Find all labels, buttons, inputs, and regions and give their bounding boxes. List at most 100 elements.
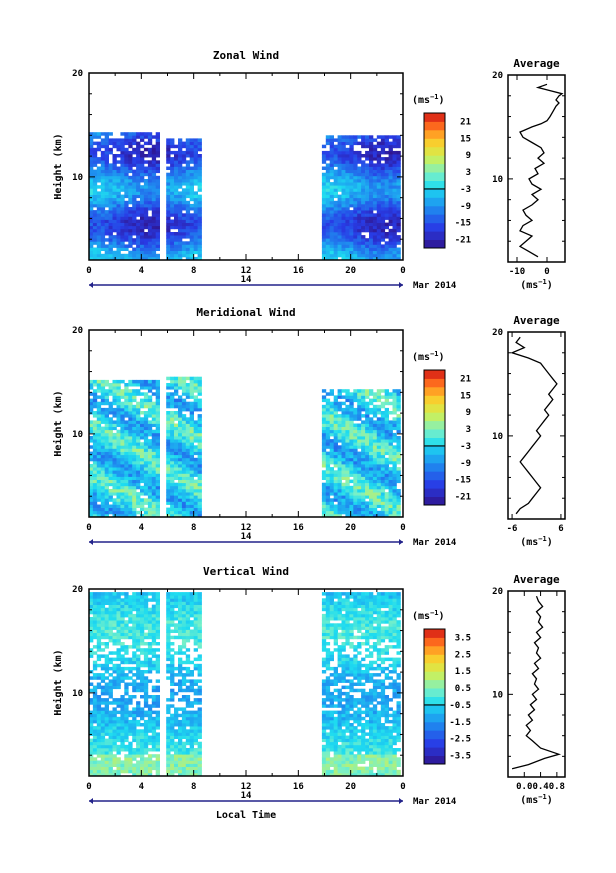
heatmap-cell	[185, 185, 191, 189]
heatmap-cell	[349, 442, 354, 446]
heatmap-cell	[155, 620, 160, 624]
heatmap-cell	[124, 766, 129, 771]
heatmap-cell	[396, 401, 401, 406]
heatmap-cell	[384, 420, 389, 424]
heatmap-cell	[151, 716, 157, 721]
heatmap-cell	[132, 147, 137, 152]
heatmap-cell	[132, 707, 137, 711]
heatmap-cell	[120, 654, 125, 658]
heatmap-cell	[100, 216, 106, 220]
heatmap-cell	[124, 451, 129, 456]
heatmap-cell	[185, 485, 191, 490]
heatmap-cell	[124, 225, 129, 230]
heatmap-cell	[372, 213, 378, 217]
heatmap-cell	[140, 144, 145, 149]
heatmap-cell	[128, 436, 133, 440]
heatmap-cell	[89, 228, 94, 233]
colorbar-unit-sup: −1	[430, 93, 438, 101]
heatmap-cell	[189, 138, 194, 142]
heatmap-cell	[112, 757, 117, 761]
heatmap-cell	[197, 250, 202, 255]
heatmap-cell	[325, 157, 331, 161]
heatmap-cell	[178, 741, 183, 746]
heatmap-cell	[132, 601, 137, 605]
heatmap-cell	[392, 238, 397, 242]
heatmap-cell	[96, 492, 102, 496]
heatmap-cell	[112, 216, 117, 220]
heatmap-cell	[353, 426, 358, 431]
heatmap-cell	[151, 620, 157, 624]
heatmap-cell	[128, 256, 133, 261]
heatmap-cell	[136, 723, 141, 727]
heatmap-cell	[136, 610, 141, 615]
heatmap-cell	[116, 436, 121, 440]
heatmap-cell	[136, 470, 141, 474]
heatmap-cell	[174, 482, 179, 487]
heatmap-cell	[136, 719, 141, 724]
heatmap-cell	[185, 138, 191, 142]
heatmap-cell	[181, 769, 187, 774]
heatmap-cell	[112, 383, 117, 387]
heatmap-cell	[112, 598, 117, 602]
heatmap-cell	[369, 144, 374, 149]
heatmap-cell	[345, 467, 350, 471]
heatmap-cell	[388, 241, 393, 245]
heatmap-cell	[116, 250, 121, 255]
heatmap-cell	[155, 688, 160, 693]
heatmap-cell	[89, 748, 94, 752]
heatmap-cell	[136, 495, 141, 499]
heatmap-cell	[143, 688, 149, 693]
heatmap-cell	[321, 451, 327, 456]
heatmap-cell	[388, 485, 393, 490]
heatmap-cell	[357, 185, 362, 189]
heatmap-cell	[120, 451, 125, 456]
heatmap-cell	[333, 476, 338, 480]
heatmap-cell	[174, 673, 179, 677]
heatmap-cell	[178, 769, 183, 774]
heatmap-cell	[104, 698, 109, 702]
heatmap-cell	[96, 617, 102, 621]
heatmap-cell	[170, 495, 175, 499]
heatmap-cell	[147, 626, 153, 630]
heatmap-cell	[178, 673, 183, 677]
heatmap-cell	[166, 210, 171, 214]
profile-x-tick-label: -10	[509, 267, 525, 277]
heatmap-cell	[104, 635, 109, 640]
heatmap-cell	[124, 389, 129, 393]
heatmap-cell	[333, 216, 338, 220]
heatmap-cell	[89, 160, 94, 164]
heatmap-cell	[337, 392, 342, 396]
heatmap-cell	[155, 379, 160, 384]
heatmap-cell	[181, 763, 187, 767]
heatmap-cell	[384, 197, 389, 202]
colorbar-segment	[424, 471, 445, 481]
heatmap-cell	[353, 436, 358, 440]
heatmap-cell	[140, 688, 145, 693]
heatmap-cell	[321, 157, 327, 161]
heatmap-cell	[396, 154, 401, 158]
heatmap-cell	[349, 232, 354, 236]
heatmap-cell	[96, 498, 102, 502]
heatmap-cell	[369, 172, 374, 177]
heatmap-cell	[100, 389, 106, 393]
heatmap-cell	[132, 626, 137, 630]
heatmap-cell	[329, 228, 334, 233]
heatmap-cell	[372, 464, 378, 468]
heatmap-cell	[345, 420, 350, 424]
heatmap-cell	[396, 210, 401, 214]
heatmap-cell	[170, 386, 175, 390]
heatmap-cell	[178, 404, 183, 409]
heatmap-cell	[155, 679, 160, 683]
heatmap-cell	[143, 256, 149, 261]
heatmap-cell	[104, 763, 109, 767]
heatmap-cell	[116, 723, 121, 727]
heatmap-cell	[329, 489, 334, 493]
heatmap-cell	[189, 154, 194, 158]
heatmap-cell	[349, 147, 354, 152]
heatmap-cell	[178, 247, 183, 251]
heatmap-cell	[197, 203, 202, 208]
heatmap-cell	[104, 610, 109, 615]
heatmap-cell	[143, 203, 149, 208]
heatmap-cell	[369, 169, 374, 174]
heatmap-cell	[174, 213, 179, 217]
